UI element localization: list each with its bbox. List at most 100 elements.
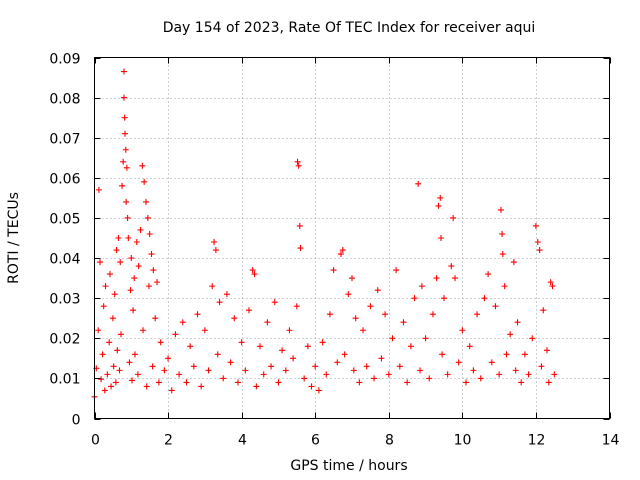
data-point [97,259,104,266]
data-point [165,355,172,362]
data-point [216,299,223,306]
data-point [350,367,357,374]
data-point [536,247,543,254]
data-point [144,214,151,221]
data-point [122,130,129,137]
data-point [251,271,258,278]
data-point [543,347,550,354]
data-point [143,198,149,205]
y-tick-label: 0.01 [49,372,80,388]
data-point [378,355,385,362]
data-point [260,371,267,378]
data-point [106,271,113,278]
data-point [499,230,506,237]
data-point [518,379,525,386]
data-point [463,379,470,386]
x-tick-label: 8 [385,433,394,449]
chart-title: Day 154 of 2023, Rate Of TEC Index for r… [163,20,536,36]
data-point [393,267,400,274]
data-point [293,303,300,310]
data-point [183,379,190,386]
data-point [323,371,330,378]
data-point [209,283,216,290]
data-point [212,247,219,254]
data-point [123,198,130,205]
data-point [161,367,168,374]
data-point [111,291,118,298]
data-point [385,371,392,378]
data-point [304,343,311,350]
x-tick-label: 4 [238,433,247,449]
data-point [411,295,418,302]
data-point [95,186,102,193]
data-point [116,367,123,374]
data-point [439,351,446,358]
data-point [125,235,132,241]
data-point [264,319,271,326]
data-point [114,347,121,354]
data-point [389,335,396,342]
data-point [485,271,492,278]
data-point [477,375,484,382]
data-point [540,307,547,314]
data-point [109,315,116,322]
data-point [121,114,128,121]
data-point [223,291,230,298]
data-point [345,291,352,298]
data-point [290,355,297,362]
data-point [104,371,111,378]
data-point [551,371,558,378]
data-point [426,375,433,382]
y-tick-label: 0.06 [49,172,80,188]
data-point [319,339,326,346]
y-tick-label: 0.09 [49,52,80,68]
data-point [123,164,130,171]
data-point [400,319,407,326]
data-point [294,158,301,165]
data-point [470,367,477,374]
data-point [198,383,205,390]
data-point [143,383,150,390]
data-point [459,327,466,334]
data-point [512,367,519,374]
data-point [404,379,411,386]
data-point [448,263,455,270]
data-point [396,363,403,370]
data-point [126,359,133,366]
data-point [117,259,124,266]
data-point [190,363,197,370]
data-point [134,371,141,378]
data-point [130,307,137,314]
data-point [529,335,536,342]
y-tick-label: 0.02 [49,332,80,348]
data-point [246,307,252,314]
data-point [308,383,315,390]
data-point [120,68,127,75]
data-point [129,377,136,384]
data-point [301,375,308,382]
y-axis-label: ROTI / TECUs [6,192,22,284]
grid-lines [94,57,610,419]
y-tick-label: 0 [72,413,81,429]
data-point [141,178,148,185]
x-tick-label: 2 [164,433,173,449]
data-point [231,315,238,322]
data-point [417,367,424,374]
data-point [521,351,528,358]
data-point [339,247,346,254]
data-point [201,327,208,334]
data-point [112,379,119,386]
data-point [176,371,183,378]
data-point [547,279,554,286]
data-point [172,331,179,338]
data-point [119,182,126,189]
data-point [450,214,457,221]
data-point [349,275,355,282]
data-point [382,311,389,318]
data-point [360,327,367,334]
y-tick-label: 0.05 [49,212,80,228]
tick-marks [94,57,611,420]
data-point [297,245,304,252]
data-point [179,319,186,326]
